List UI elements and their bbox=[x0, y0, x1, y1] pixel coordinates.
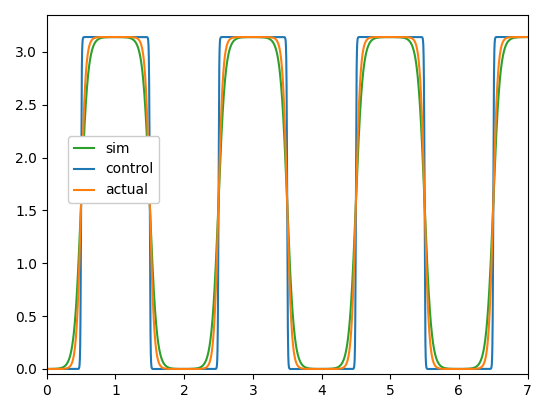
actual bbox=[340, 365, 347, 370]
sim bbox=[43, 366, 50, 371]
sim bbox=[232, 37, 239, 42]
control bbox=[90, 35, 97, 40]
sim bbox=[538, 35, 545, 40]
control bbox=[450, 366, 457, 371]
sim bbox=[450, 366, 457, 371]
sim bbox=[412, 59, 419, 64]
actual bbox=[232, 35, 239, 40]
control bbox=[412, 35, 419, 40]
actual bbox=[538, 35, 545, 40]
actual bbox=[412, 42, 419, 47]
control bbox=[365, 35, 372, 40]
sim bbox=[340, 358, 347, 363]
control bbox=[538, 35, 545, 40]
Line: control: control bbox=[46, 37, 542, 369]
control bbox=[434, 366, 440, 371]
sim bbox=[133, 41, 140, 46]
actual bbox=[450, 366, 457, 371]
actual bbox=[133, 36, 140, 40]
actual bbox=[43, 366, 50, 371]
control bbox=[232, 35, 239, 40]
control bbox=[340, 366, 347, 371]
control bbox=[43, 366, 50, 371]
actual bbox=[365, 36, 371, 41]
Line: sim: sim bbox=[46, 37, 542, 369]
control bbox=[133, 35, 140, 40]
Legend: sim, control, actual: sim, control, actual bbox=[68, 136, 159, 203]
Line: actual: actual bbox=[46, 37, 542, 369]
sim bbox=[365, 43, 371, 48]
